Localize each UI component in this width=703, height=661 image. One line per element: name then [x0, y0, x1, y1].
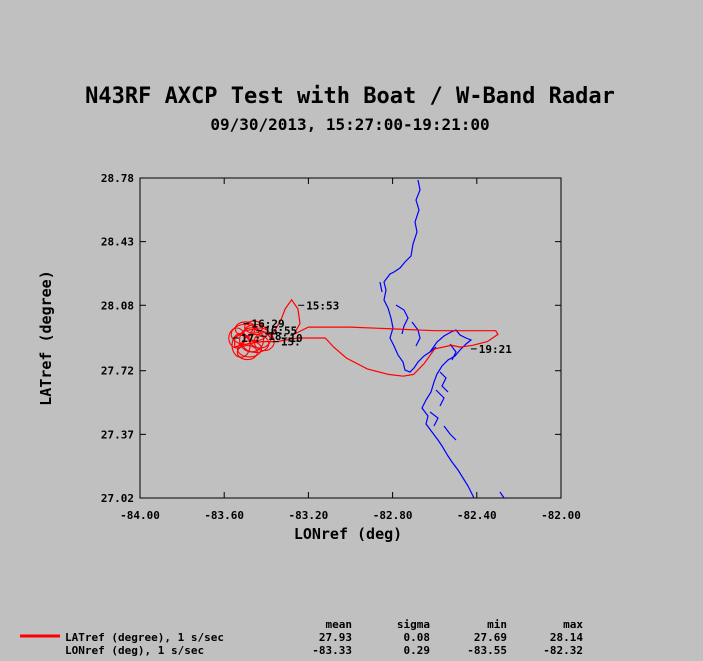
series-layer: [234, 298, 499, 377]
x-tick-label: -83.20: [289, 509, 329, 522]
x-axis-ticks: -84.00 -83.60 -83.20 -82.80 -82.40 -82.00: [120, 178, 581, 522]
legend-header-min: min: [487, 618, 507, 631]
legend-row-lon-max: -82.32: [543, 644, 583, 657]
y-tick-label: 28.78: [101, 172, 134, 185]
time-annotation: 15:: [281, 336, 301, 349]
x-axis-label: LONref (deg): [294, 525, 402, 543]
legend-row-lat-max: 28.14: [550, 631, 583, 644]
orbit-loop: [228, 327, 246, 349]
orbit-loop: [244, 320, 264, 334]
legend-row-lat-sigma: 0.08: [404, 631, 431, 644]
legend-row-lon-label: LONref (deg), 1 s/sec: [65, 644, 204, 657]
legend-row-lat-mean: 27.93: [319, 631, 352, 644]
time-annotation: 16:29: [251, 317, 284, 330]
x-tick-label: -83.60: [204, 509, 244, 522]
time-annotation: 18:: [268, 330, 288, 343]
orbit-loops: [228, 320, 275, 361]
chart-subtitle: 09/30/2013, 15:27:00-19:21:00: [210, 115, 489, 134]
coastline: [379, 179, 505, 498]
series-line: [234, 298, 499, 377]
legend-row-lon-min: -83.55: [467, 644, 507, 657]
y-axis-ticks: 27.02 27.37 27.72 28.08 28.43 28.78: [101, 172, 561, 505]
legend-row-lon-mean: -83.33: [312, 644, 352, 657]
y-tick-label: 27.37: [101, 428, 134, 441]
y-tick-label: 27.02: [101, 492, 134, 505]
y-axis-label: LATref (degree): [37, 270, 55, 405]
legend-row-lat-label: LATref (degree), 1 s/sec: [65, 631, 224, 644]
orbit-loop: [236, 344, 258, 361]
legend-row-lon-sigma: 0.29: [404, 644, 431, 657]
plot-area: [139, 177, 562, 499]
x-tick-label: -82.00: [541, 509, 581, 522]
orbit-loop: [248, 327, 272, 349]
y-tick-label: 27.72: [101, 365, 134, 378]
time-annotation: 16:55: [264, 325, 297, 338]
time-annotation: 17:: [241, 332, 261, 345]
legend-header-mean: mean: [326, 618, 353, 631]
time-annotation: 15:53: [306, 299, 339, 312]
x-tick-label: -84.00: [120, 509, 160, 522]
chart-title: N43RF AXCP Test with Boat / W-Band Radar: [85, 84, 615, 109]
x-tick-label: -82.80: [373, 509, 413, 522]
y-tick-label: 28.08: [101, 299, 134, 312]
y-tick-label: 28.43: [101, 236, 134, 249]
legend-header-max: max: [563, 618, 583, 631]
legend-header-sigma: sigma: [397, 618, 430, 631]
legend: mean sigma min max LATref (degree), 1 s/…: [20, 618, 583, 657]
time-annotation: 10: [289, 332, 302, 345]
x-tick-label: -82.40: [457, 509, 497, 522]
time-annotation: 19:21: [479, 343, 512, 356]
legend-row-lat-min: 27.69: [474, 631, 507, 644]
